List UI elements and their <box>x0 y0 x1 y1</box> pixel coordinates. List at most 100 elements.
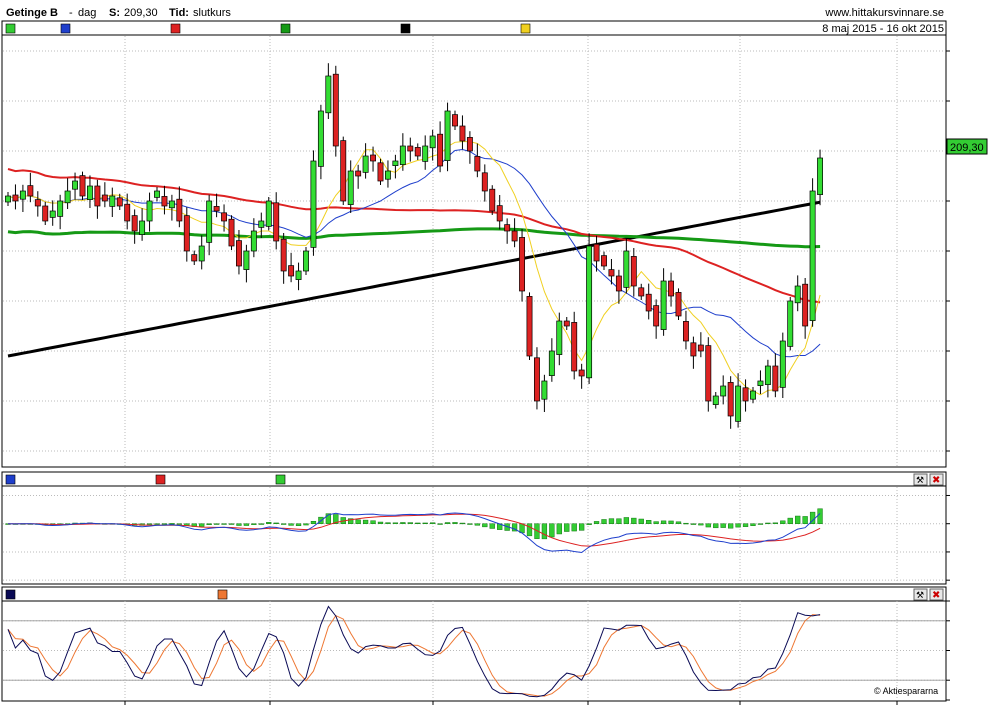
candle-body <box>347 170 354 205</box>
ma1-20-line <box>7 148 821 358</box>
s-value: 209,30 <box>124 7 158 19</box>
candle-body <box>109 195 116 207</box>
macd-legend-swatch <box>5 474 16 485</box>
candle-body <box>57 200 64 217</box>
candle-body <box>630 256 637 287</box>
candle-body <box>727 382 734 417</box>
candle-body <box>258 220 265 228</box>
candle-body <box>563 320 570 327</box>
divergence-bar <box>713 523 719 529</box>
candle-body <box>787 300 794 347</box>
stoch-settings-button[interactable] <box>913 588 928 601</box>
divergence-bar <box>668 520 674 524</box>
divergence-bar <box>787 517 793 524</box>
candle-body <box>221 212 227 222</box>
divergence-bar <box>757 523 764 525</box>
ma4-200-line <box>7 200 821 358</box>
divergence-bar <box>474 523 481 526</box>
divergence-bar <box>333 514 339 524</box>
price-legend-swatch <box>60 23 71 34</box>
candle-body <box>697 344 704 352</box>
stoch-legend <box>5 589 228 600</box>
price-grid <box>3 36 945 466</box>
candle-body <box>489 188 496 212</box>
divergence-bar <box>802 516 808 524</box>
candle-body <box>332 73 339 147</box>
price-panel: 8 maj 2015 - 16 okt 2015 209,30 <box>1 20 988 468</box>
divergence-bar <box>675 521 682 524</box>
price-legend-swatch <box>170 23 181 34</box>
candle-body <box>94 185 101 207</box>
candle-body <box>139 220 146 235</box>
candle-body <box>802 283 809 327</box>
candle-body <box>407 145 414 152</box>
divergence-bar <box>303 523 309 526</box>
candle-body <box>750 390 756 400</box>
website-label: www.hittakursvinnare.se <box>824 7 944 19</box>
macd-legend-swatch <box>275 474 286 485</box>
macd-line <box>7 512 821 554</box>
divergence-bar <box>452 522 458 524</box>
stoch-grid <box>3 601 945 700</box>
candle-body <box>533 357 540 402</box>
divergence-bar <box>586 523 592 525</box>
candle-body <box>86 185 93 200</box>
price-panel-frame <box>1 20 947 468</box>
candle-body <box>675 292 682 317</box>
divergence-bar <box>377 521 384 524</box>
candle-body <box>49 210 56 218</box>
macd-close-button[interactable] <box>929 473 944 486</box>
macd-panel-buttons: ⚒ ✖ <box>913 473 944 486</box>
ma3-100-line <box>7 227 821 249</box>
candle-body <box>176 198 183 222</box>
divergence-bar <box>728 523 734 529</box>
candle-body <box>146 200 153 222</box>
candle-body <box>720 385 727 397</box>
price-legend <box>5 23 531 34</box>
candle-body <box>504 224 511 232</box>
macd-settings-button[interactable] <box>913 473 928 486</box>
macd-panel: ⚒ ✖ <box>1 471 950 585</box>
candle-body <box>772 365 779 392</box>
price-y-axis <box>946 50 950 452</box>
candle-body <box>608 269 615 277</box>
moving-average-lines <box>7 141 821 396</box>
divergence-bar <box>355 519 361 524</box>
stoch-legend-swatch <box>5 589 16 600</box>
price-legend-swatch <box>400 23 411 34</box>
stoch-close-button[interactable] <box>929 588 944 601</box>
divergence-bar <box>608 518 615 524</box>
divergence-bar <box>370 520 376 524</box>
candle-body <box>735 385 742 422</box>
macd-y-axis <box>946 494 950 581</box>
candle-body <box>645 293 652 312</box>
divergence-bar <box>213 523 220 525</box>
close-icon: ✖ <box>932 590 940 601</box>
divergence-bar <box>541 523 548 540</box>
price-legend-swatch <box>520 23 531 34</box>
period-label: dag <box>78 7 96 19</box>
stochastic-lines <box>7 605 821 698</box>
stoch-k-line <box>7 605 821 698</box>
candle-body <box>712 395 719 405</box>
candle-body <box>392 160 399 166</box>
macd-grid <box>3 487 945 583</box>
divergence-bar <box>742 523 749 527</box>
stoch-panel-buttons: ⚒ ✖ <box>913 588 944 601</box>
divergence-bar <box>482 523 488 528</box>
divergence-bar <box>489 523 495 529</box>
candle-body <box>34 199 41 207</box>
candle-body <box>273 202 280 242</box>
candle-body <box>668 280 675 297</box>
divergence-bar <box>273 522 279 524</box>
divergence-bar <box>631 517 637 524</box>
candle-body <box>154 190 160 198</box>
divergence-bar <box>400 522 406 524</box>
candle-body <box>578 369 585 377</box>
macd-legend <box>5 474 286 485</box>
candle-body <box>548 350 555 376</box>
candle-body <box>42 205 49 222</box>
candle-body <box>817 157 824 195</box>
stoch-y-axis <box>946 600 950 701</box>
divergence-bar <box>258 523 264 525</box>
